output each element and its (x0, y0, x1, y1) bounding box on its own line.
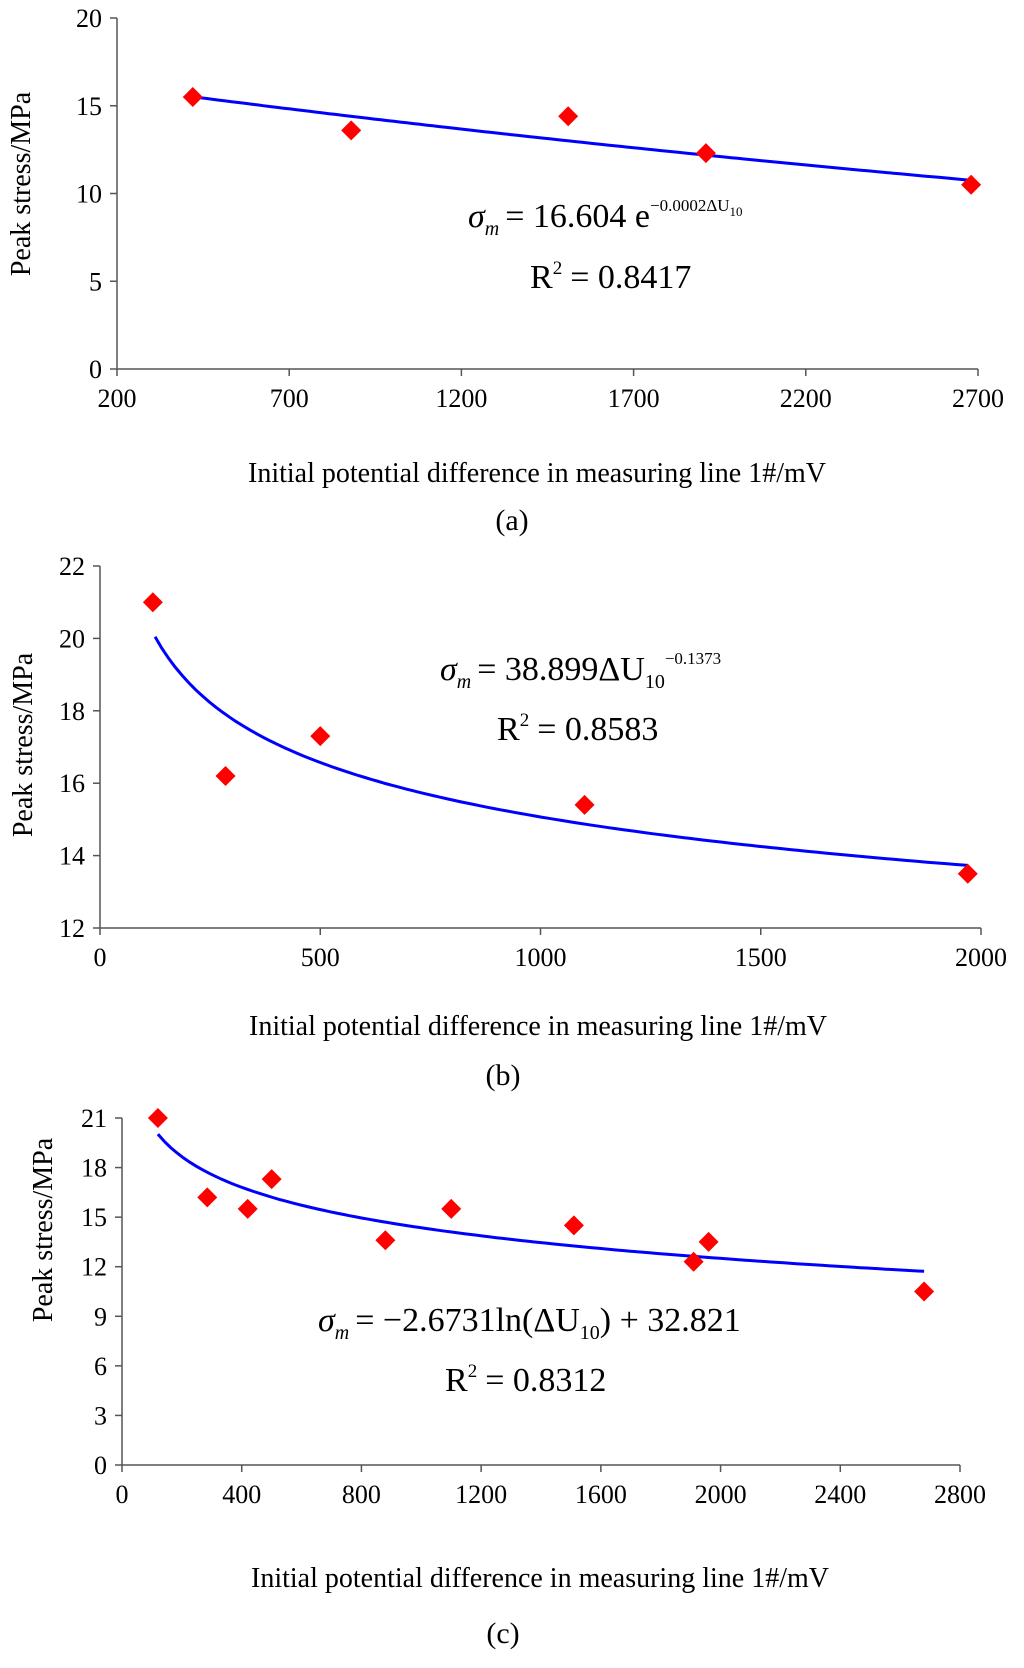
panel-a-y-axis-title: Peak stress/MPa (6, 91, 37, 276)
y-tick-label: 12 (59, 914, 85, 943)
x-tick-label: 1200 (455, 1480, 507, 1509)
data-point-marker (957, 863, 978, 884)
x-tick-label: 1500 (735, 943, 787, 972)
y-tick-label: 9 (94, 1302, 107, 1331)
x-tick-label: 1000 (515, 943, 567, 972)
trendline-curve (156, 1133, 925, 1273)
y-tick-label: 15 (76, 92, 102, 121)
panel-b-x-ticks: 0 500 1000 1500 2000 (94, 928, 1007, 972)
panel-a-label: (a) (495, 504, 528, 537)
x-tick-label: 700 (270, 384, 309, 413)
data-point-marker (215, 765, 236, 786)
x-tick-label: 1700 (608, 384, 660, 413)
panel-c-points (147, 1108, 935, 1302)
panel-b-y-ticks: 12 14 16 18 20 22 (59, 552, 100, 943)
data-point-marker (961, 174, 982, 195)
panel-b-x-axis-title: Initial potential difference in measurin… (249, 1011, 827, 1042)
panel-a-y-ticks: 0 5 10 15 20 (76, 4, 117, 384)
panel-c-x-ticks: 0 400 800 1200 1600 2000 2400 2800 (116, 1465, 986, 1509)
panel-c-trendline (156, 1133, 925, 1273)
panel-a-points (182, 86, 982, 195)
trendline-curve (153, 635, 968, 867)
data-point-marker (341, 120, 362, 141)
data-point-marker (197, 1187, 218, 1208)
panel-c-r-squared: R2 = 0.8312 (445, 1361, 606, 1399)
data-point-marker (237, 1198, 258, 1219)
x-tick-label: 0 (94, 943, 107, 972)
panel-b-points (142, 592, 978, 884)
panel-a-chart: 0 5 10 15 20 200 700 1200 1700 2200 2700 Peak str… (6, 4, 1004, 537)
y-tick-label: 21 (81, 1104, 107, 1133)
y-tick-label: 20 (76, 4, 102, 33)
data-point-marker (683, 1251, 704, 1272)
x-tick-label: 2000 (955, 943, 1007, 972)
x-tick-label: 200 (98, 384, 137, 413)
x-tick-label: 400 (222, 1480, 261, 1509)
y-tick-label: 5 (89, 267, 102, 296)
x-tick-label: 0 (116, 1480, 129, 1509)
y-tick-label: 3 (94, 1401, 107, 1430)
data-point-marker (558, 106, 579, 127)
y-tick-label: 0 (94, 1451, 107, 1480)
data-point-marker (310, 726, 331, 747)
panel-c-label: (c) (486, 1617, 519, 1650)
y-tick-label: 20 (59, 624, 85, 653)
panel-b-label: (b) (486, 1059, 521, 1092)
data-point-marker (375, 1230, 396, 1251)
panel-c-equation: σm = −2.6731ln(ΔU10) + 32.821 (318, 1302, 741, 1344)
y-tick-label: 14 (59, 842, 85, 871)
x-tick-label: 2700 (952, 384, 1004, 413)
y-tick-label: 18 (59, 697, 85, 726)
x-tick-label: 1600 (575, 1480, 627, 1509)
x-tick-label: 2400 (814, 1480, 866, 1509)
x-tick-label: 2800 (934, 1480, 986, 1509)
y-tick-label: 12 (81, 1253, 107, 1282)
y-tick-label: 10 (76, 180, 102, 209)
data-point-marker (574, 794, 595, 815)
y-tick-label: 18 (81, 1154, 107, 1183)
data-point-marker (698, 1231, 719, 1252)
panel-a-trendline (192, 95, 972, 182)
x-tick-label: 500 (301, 943, 340, 972)
x-tick-label: 1200 (435, 384, 487, 413)
data-point-marker (182, 86, 203, 107)
panel-b-trendline (153, 635, 968, 867)
data-point-marker (563, 1215, 584, 1236)
panel-a-x-axis-title: Initial potential difference in measurin… (248, 458, 826, 489)
data-point-marker (142, 592, 163, 613)
y-tick-label: 22 (59, 552, 85, 581)
panel-c-chart: 0 3 6 9 12 15 18 21 0 400 800 1200 1600 2000 2400 2800… (28, 1104, 986, 1650)
y-tick-label: 16 (59, 769, 85, 798)
panel-c-axes (121, 1118, 960, 1466)
panel-c-y-axis-title: Peak stress/MPa (28, 1137, 59, 1322)
y-tick-label: 15 (81, 1203, 107, 1232)
panel-b-r-squared: R2 = 0.8583 (497, 710, 658, 748)
x-tick-label: 2200 (780, 384, 832, 413)
data-point-marker (695, 143, 716, 164)
panel-b-y-axis-title: Peak stress/MPa (8, 652, 39, 837)
panel-a-r-squared: R2 = 0.8417 (530, 258, 691, 296)
data-point-marker (261, 1169, 282, 1190)
panel-b-equation: σm = 38.899ΔU10−0.1373 (440, 649, 721, 693)
panel-a-axes (116, 18, 978, 370)
data-point-marker (147, 1108, 168, 1128)
data-point-marker (441, 1198, 462, 1219)
panel-a-x-ticks: 200 700 1200 1700 2200 2700 (98, 369, 1004, 413)
x-tick-label: 800 (342, 1480, 381, 1509)
data-point-marker (914, 1281, 935, 1302)
panel-a-equation: σm = 16.604 e−0.0002ΔU10 (468, 196, 743, 240)
x-tick-label: 2000 (695, 1480, 747, 1509)
panel-b-chart: 12 14 16 18 20 22 0 500 1000 1500 2000 Peak stres… (8, 552, 1007, 1092)
panel-c-y-ticks: 0 3 6 9 12 15 18 21 (81, 1104, 122, 1480)
trendline-curve (192, 95, 972, 182)
y-tick-label: 0 (89, 355, 102, 384)
panel-c-x-axis-title: Initial potential difference in measurin… (251, 1563, 829, 1594)
y-tick-label: 6 (94, 1352, 107, 1381)
